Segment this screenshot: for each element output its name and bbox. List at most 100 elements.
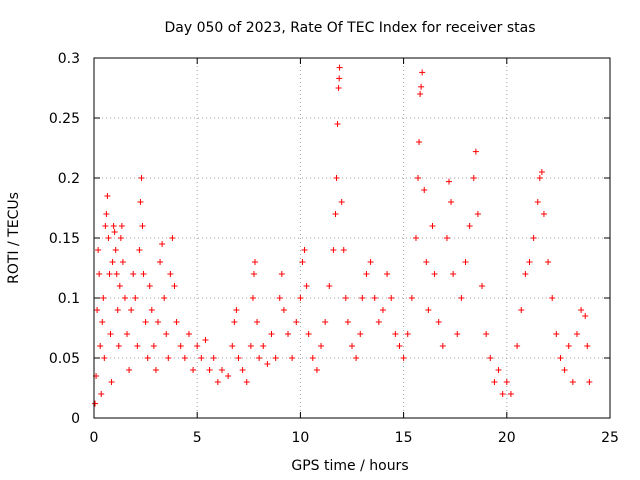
data-point — [210, 355, 217, 361]
data-point — [264, 361, 271, 367]
data-point — [251, 259, 258, 265]
data-point — [584, 343, 591, 349]
data-point — [190, 367, 197, 373]
y-tick-label: 0.2 — [58, 171, 80, 187]
data-point — [92, 400, 99, 407]
x-tick-label: 25 — [601, 430, 619, 446]
data-point — [487, 355, 494, 361]
data-point — [299, 259, 306, 265]
data-point — [565, 343, 572, 349]
data-point — [431, 271, 438, 277]
data-point — [336, 75, 343, 82]
data-point — [534, 199, 541, 205]
data-point — [305, 331, 312, 337]
data-point — [318, 343, 325, 349]
y-tick-label: 0.25 — [49, 111, 80, 127]
data-point — [435, 319, 442, 325]
data-point — [518, 307, 525, 313]
data-point — [233, 307, 240, 313]
y-tick-label: 0.05 — [49, 351, 80, 367]
data-point — [419, 69, 426, 76]
data-point — [421, 187, 428, 193]
data-point — [280, 307, 287, 313]
data-point — [106, 271, 113, 277]
data-point — [367, 259, 374, 265]
data-point — [313, 367, 320, 373]
data-point — [333, 175, 340, 181]
data-point — [470, 175, 477, 181]
data-point — [301, 247, 308, 253]
data-point — [495, 367, 502, 373]
data-point — [235, 355, 242, 361]
data-point — [146, 283, 153, 289]
data-point — [557, 355, 564, 361]
data-point — [105, 235, 112, 241]
data-point — [139, 223, 146, 229]
data-point — [458, 295, 465, 301]
data-point — [167, 271, 174, 277]
data-point — [108, 379, 115, 385]
data-point — [474, 211, 481, 217]
data-point — [206, 367, 213, 373]
data-point — [289, 355, 296, 361]
data-point — [330, 247, 337, 253]
data-point — [340, 247, 347, 253]
data-point — [100, 295, 107, 301]
data-point — [254, 319, 261, 325]
y-tick-labels: 0 0.05 0.1 0.15 0.2 0.25 0.3 — [49, 51, 80, 427]
data-point — [418, 83, 425, 90]
x-tick-label: 0 — [90, 430, 99, 446]
data-point — [110, 223, 117, 229]
data-point — [144, 355, 151, 361]
data-point — [118, 223, 125, 229]
data-point — [466, 223, 473, 229]
data-point — [293, 319, 300, 325]
data-point — [225, 373, 232, 379]
data-point — [112, 247, 119, 253]
data-point — [117, 235, 124, 241]
data-point — [425, 307, 432, 313]
data-point — [303, 283, 310, 289]
data-point — [338, 199, 345, 205]
data-point — [342, 295, 349, 301]
data-point — [132, 295, 139, 301]
x-tick-label: 5 — [193, 430, 202, 446]
data-point — [157, 259, 164, 265]
data-point — [429, 223, 436, 229]
data-point — [173, 319, 180, 325]
data-point — [357, 331, 364, 337]
data-point — [396, 343, 403, 349]
data-point — [136, 247, 143, 253]
data-point — [218, 367, 225, 373]
data-point — [97, 343, 104, 349]
data-point — [165, 355, 172, 361]
y-tick-label: 0.1 — [58, 291, 80, 307]
data-point — [446, 178, 453, 185]
data-point — [353, 355, 360, 361]
data-point — [276, 295, 283, 301]
data-point — [121, 295, 128, 301]
data-point — [388, 295, 395, 301]
data-point — [249, 295, 256, 301]
data-point — [332, 211, 339, 217]
data-point — [214, 379, 221, 385]
data-point — [260, 343, 267, 349]
data-point — [522, 271, 529, 277]
data-point — [268, 331, 275, 337]
data-point — [448, 199, 455, 205]
data-point — [119, 259, 126, 265]
data-point — [578, 307, 585, 313]
data-point — [163, 331, 170, 337]
data-point — [553, 331, 560, 337]
data-point — [344, 319, 351, 325]
data-point — [326, 283, 333, 289]
data-point — [96, 271, 103, 277]
data-point — [384, 271, 391, 277]
x-tick-label: 15 — [395, 430, 413, 446]
data-point — [152, 367, 159, 373]
data-point — [154, 319, 161, 325]
x-tick-labels: 0 5 10 15 20 25 — [90, 430, 619, 446]
data-point — [140, 271, 147, 277]
data-point — [194, 343, 201, 349]
